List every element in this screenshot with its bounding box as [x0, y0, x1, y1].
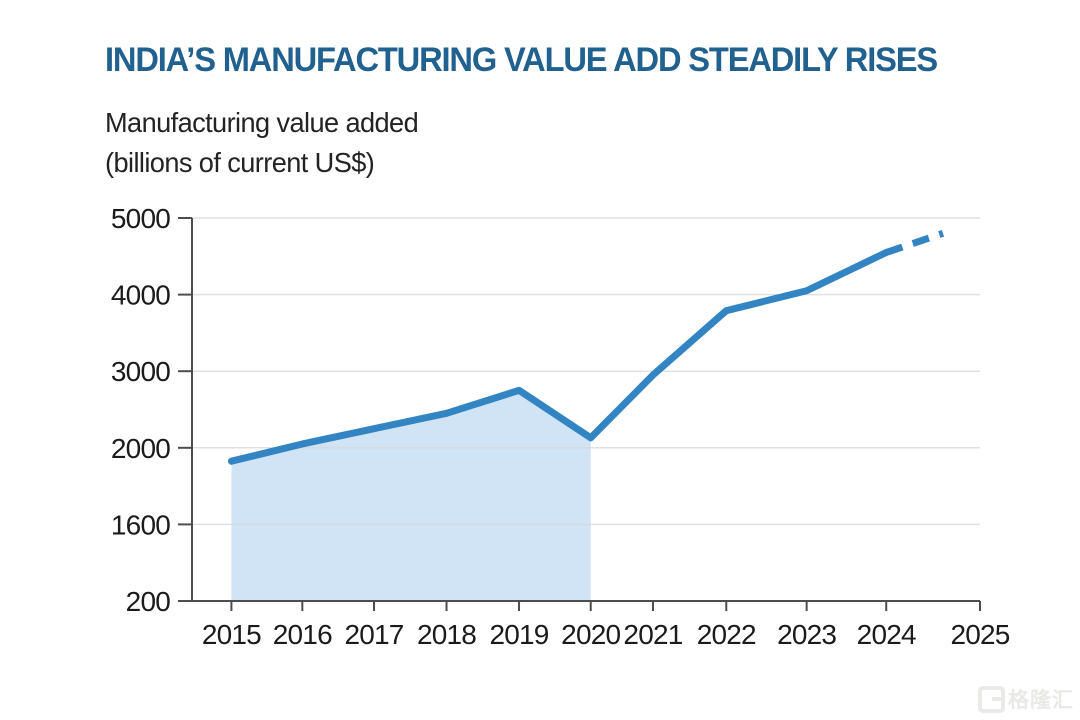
tick-marks: [178, 217, 981, 611]
axis-units-subtitle: Manufacturing value added (billions of c…: [105, 103, 419, 183]
x-axis-tick-label: 2025: [950, 619, 1009, 650]
watermark: 格隆汇: [978, 684, 1074, 714]
y-axis-tick-label: 4000: [111, 280, 170, 311]
x-axis-tick-label: 2022: [697, 619, 756, 650]
x-axis-tick-label: 2018: [417, 619, 476, 650]
y-axis-tick-label: 200: [126, 586, 171, 617]
gridlines: [192, 217, 980, 526]
x-axis-tick-label: 2021: [623, 619, 682, 650]
y-axis-tick-label: 3000: [111, 356, 170, 387]
data-line: [227, 248, 890, 465]
x-axis-tick-label: 2024: [857, 619, 916, 650]
projection-dashed-line: [885, 230, 945, 256]
subtitle-line-2: (billions of current US$): [105, 147, 375, 178]
x-axis-tick-label: 2019: [489, 619, 548, 650]
x-axis-tick-label: 2023: [777, 619, 836, 650]
y-axis-tick-label: 2000: [111, 433, 170, 464]
subtitle-line-1: Manufacturing value added: [105, 107, 419, 138]
y-axis-tick-label: 1600: [111, 509, 170, 540]
x-axis-tick-label: 2017: [344, 619, 403, 650]
gelonghui-logo-icon: [978, 685, 1005, 713]
y-axis-tick-label: 5000: [111, 203, 170, 234]
x-axis-tick-label: 2015: [202, 619, 261, 650]
x-axis-tick-label: 2020: [561, 619, 620, 650]
y-axis-labels: 5000 4000 3000 2000 1600 200: [111, 203, 171, 617]
watermark-text: 格隆汇: [1008, 689, 1074, 712]
page-title: INDIA’S MANUFACTURING VALUE ADD STEADILY…: [105, 41, 938, 79]
x-axis-tick-label: 2016: [273, 619, 332, 650]
x-axis-labels: 2015 2016 2017 2018 2019 2020 2021 2022 2023 2024…: [202, 619, 1011, 650]
